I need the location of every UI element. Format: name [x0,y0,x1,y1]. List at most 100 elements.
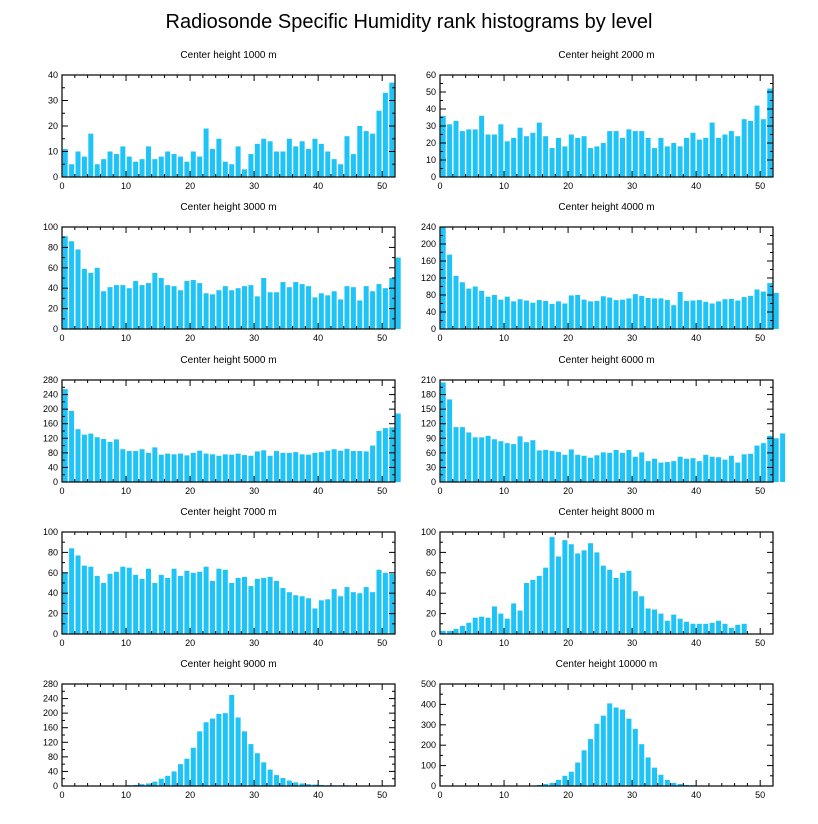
histogram-bar [338,450,344,482]
y-tick-label: 200 [43,404,58,414]
x-tick-label: 20 [563,486,573,496]
histogram-bar [517,610,523,634]
histogram-panel: Center height 3000 m 0 10 20 30 40 50 0 20 40 60 80… [43,202,401,343]
histogram-bar [370,133,376,177]
y-tick-label: 210 [421,375,436,385]
x-tick-label: 10 [499,790,509,800]
panels-container: Center height 1000 m0 10 20 30 40 50010203040… [43,50,786,800]
histogram-bar [453,120,459,177]
histogram-bar [209,580,215,634]
histogram-bar [466,129,472,177]
histogram-bar [229,583,235,634]
histogram-bar [696,139,702,177]
x-tick-label: 20 [563,333,573,343]
histogram-bar [222,454,228,482]
histogram-bar [530,579,536,634]
x-tick-label: 20 [185,486,195,496]
y-tick-label: 30 [426,462,436,472]
histogram-bar [389,278,395,329]
histogram-bar [101,291,107,329]
histogram-bar [203,722,209,786]
x-tick-label: 0 [437,333,442,343]
histogram-bar [171,568,177,634]
histogram-bar [139,159,145,177]
histogram-bar [511,444,517,482]
histogram-bar [498,124,504,177]
histogram-bar [101,439,107,482]
histogram-bar [690,458,696,482]
panel-title: Center height 8000 m [558,507,654,518]
histogram-bar [607,297,613,329]
histogram-bar [222,713,228,786]
x-tick-label: 0 [437,638,442,648]
histogram-bar [126,156,132,177]
histogram-bar [466,288,472,329]
histogram-bar [184,161,190,177]
histogram-bar [350,592,356,634]
histogram-bar [555,137,561,177]
histogram-bar [716,301,722,329]
histogram-bar [658,613,664,634]
histogram-bar [177,575,183,634]
histogram-bar [741,297,747,329]
histogram-bar [652,298,658,329]
histogram-bar [197,450,203,482]
histogram-bar [75,249,81,329]
x-tick-label: 0 [437,486,442,496]
histogram-bar [728,131,734,177]
histogram-bar [293,782,299,786]
histogram-bar [523,300,529,329]
histogram-bar [145,146,151,177]
histogram-bar [491,606,497,634]
x-tick-label: 30 [627,638,637,648]
histogram-bar [152,447,158,482]
histogram-bar [94,437,100,482]
histogram-bar [626,298,632,329]
histogram-bar [94,267,100,329]
histogram-bar [600,143,606,177]
histogram-panel: Center height 9000 m 0 10 20 30 40 50 0 40 80 120 1… [43,659,396,800]
x-tick-label: 10 [121,333,131,343]
histogram-panel: Center height 5000 m 0 10 20 30 40 50 0 40 80 120 1… [43,355,401,496]
histogram-bar [254,143,260,177]
histogram-bar [735,136,741,177]
y-tick-label: 0 [53,477,58,487]
histogram-bar [312,784,318,786]
histogram-bar [235,146,241,177]
histogram-bar [133,574,139,634]
x-tick-label: 10 [499,638,509,648]
y-tick-label: 100 [43,222,58,232]
x-tick-label: 10 [121,638,131,648]
histogram-bar [69,410,75,482]
histogram-bar [62,389,68,482]
histogram-bar [165,577,171,634]
panel-title: Center height 5000 m [180,355,276,366]
x-tick-label: 10 [499,181,509,191]
histogram-bar [216,568,222,634]
histogram-bar [190,452,196,482]
histogram-bar [113,285,119,329]
y-tick-label: 160 [421,256,436,266]
panel-title: Center height 6000 m [558,355,654,366]
y-tick-label: 240 [421,222,436,232]
histogram-bar [376,284,382,329]
histogram-bar [639,744,645,786]
histogram-bar [299,454,305,482]
histogram-bar [350,287,356,329]
y-tick-label: 0 [53,172,58,182]
histogram-bar [543,136,549,177]
histogram-bar [299,596,305,634]
histogram-bar [600,715,606,786]
histogram-bar [498,613,504,634]
histogram-bar [536,300,542,329]
y-tick-label: 120 [43,737,58,747]
y-tick-label: 160 [43,723,58,733]
histogram-bar [165,285,171,329]
y-tick-label: 30 [426,121,436,131]
histogram-bar [139,449,145,482]
histogram-bar [293,146,299,177]
histogram-bar [530,440,536,482]
histogram-bar [716,457,722,482]
histogram-bar [145,568,151,634]
histogram-bar [318,293,324,329]
